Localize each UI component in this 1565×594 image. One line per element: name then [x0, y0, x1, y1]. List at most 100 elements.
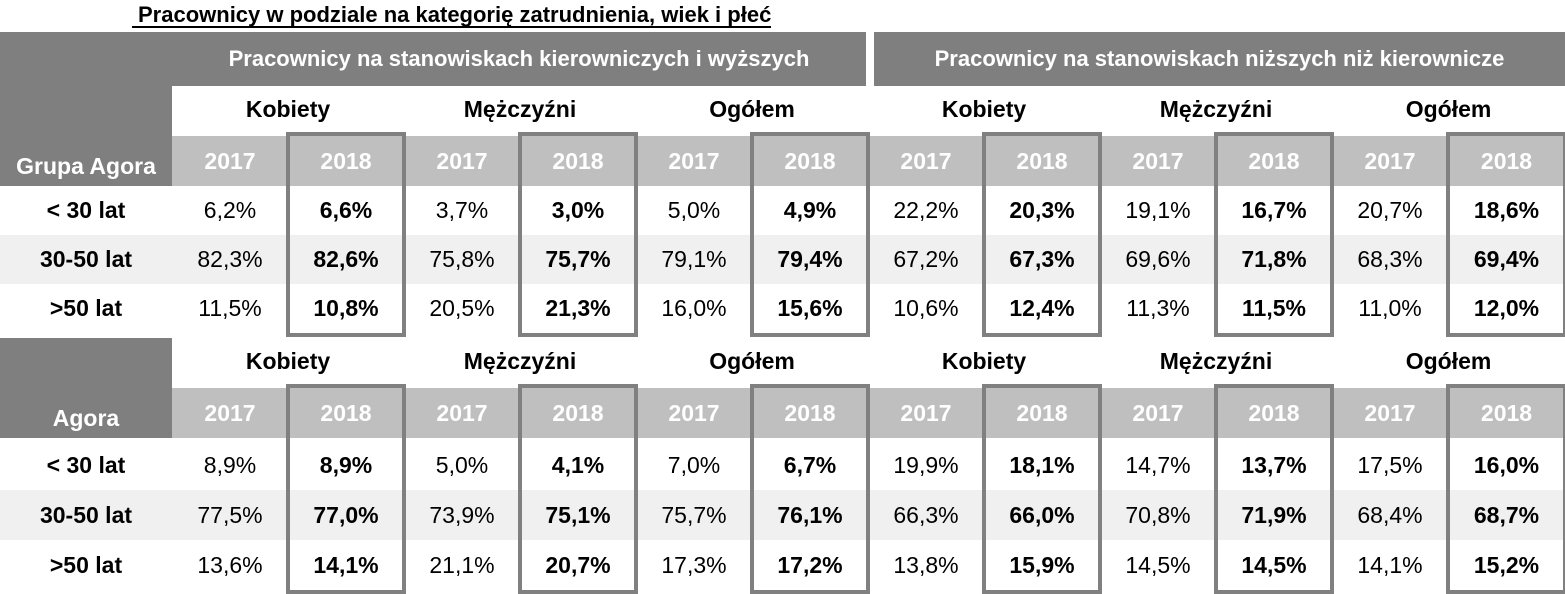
table-cell: 20,7% [1357, 197, 1423, 223]
gender-header: Ogółem [1405, 95, 1492, 122]
table-cell: 11,5% [198, 295, 262, 321]
table-cell: 71,9% [1216, 490, 1332, 540]
table-cell: 17,3% [661, 551, 727, 578]
table-cell: 6,7% [783, 451, 837, 478]
table-cell: 67,2% [868, 235, 984, 284]
table-cell: 16,7% [1241, 197, 1307, 223]
age-group-label: < 30 lat [46, 197, 126, 223]
gender-header: Kobiety [941, 95, 1027, 122]
year-header: 2018 [288, 136, 404, 186]
gender-header: Ogółem [709, 95, 795, 122]
table-cell: 21,3% [545, 295, 611, 321]
table-cell: 5,0% [435, 451, 489, 478]
age-group-label: 30-50 lat [0, 235, 172, 284]
table-cell: 7,0% [667, 451, 721, 478]
table-cell: 22,2% [893, 197, 959, 223]
table-cell: 14,1% [313, 551, 379, 578]
table-cell: 11,3% [1126, 295, 1190, 321]
table-cell: 6,2% [203, 197, 257, 223]
table-cell: 20,5% [429, 295, 495, 321]
table-cell: 20,7% [545, 551, 611, 578]
gender-header: Mężczyźni [1159, 347, 1273, 374]
table-cell: 18,6% [1473, 197, 1540, 223]
year-header: 2018 [984, 388, 1100, 438]
table-cell: 82,6% [288, 235, 404, 284]
table-cell: 16,0% [1473, 451, 1540, 478]
year-header: 2017 [1100, 136, 1216, 186]
table-cell: 10,8% [313, 295, 379, 321]
page-title-text: Pracownicy w podziale na kategorię zatru… [138, 2, 772, 27]
year-header: 2018 [520, 388, 636, 438]
table-cell: 17,2% [777, 551, 843, 578]
table-cell: 20,3% [1009, 197, 1075, 223]
table-cell: 11,5% [1242, 295, 1306, 321]
table-cell: 66,0% [984, 490, 1100, 540]
table-cell: 76,1% [752, 490, 868, 540]
year-header: 2017 [868, 388, 984, 438]
table-cell: 6,6% [319, 197, 373, 223]
table-cell: 70,8% [1100, 490, 1216, 540]
table-cell: 14,1% [1357, 551, 1423, 578]
table-cell: 68,4% [1332, 490, 1448, 540]
section-label: Agora [52, 405, 120, 431]
section-label-block: Grupa Agora [0, 32, 172, 186]
gender-header: Kobiety [941, 347, 1027, 374]
section-label: Grupa Agora [16, 153, 156, 179]
table-cell: 71,8% [1216, 235, 1332, 284]
table-cell: 14,5% [1125, 551, 1191, 578]
table-cell: 67,3% [984, 235, 1100, 284]
table-cell: 15,9% [1009, 551, 1075, 578]
year-header: 2017 [172, 136, 288, 186]
table-cell: 66,3% [868, 490, 984, 540]
table-cell: 17,5% [1357, 451, 1423, 478]
table-cell: 4,9% [783, 197, 837, 223]
gender-header: Mężczyźni [463, 347, 577, 374]
year-header: 2017 [868, 136, 984, 186]
group-header-managerial: Pracownicy na stanowiskach kierowniczych… [172, 32, 866, 86]
table-cell: 77,5% [172, 490, 288, 540]
page-title: Pracownicy w podziale na kategorię zatru… [132, 0, 772, 30]
table-cell: 75,1% [520, 490, 636, 540]
table-cell: 21,1% [429, 551, 495, 578]
year-header: 2018 [1216, 388, 1332, 438]
year-header: 2018 [984, 136, 1100, 186]
age-group-label: < 30 lat [46, 451, 126, 478]
age-group-label: >50 lat [49, 551, 123, 578]
table-cell: 18,1% [1009, 451, 1075, 478]
table-cell: 13,8% [893, 551, 959, 578]
table-cell: 12,0% [1473, 295, 1540, 321]
table-cell: 16,0% [661, 295, 727, 321]
gender-header: Mężczyźni [463, 95, 577, 122]
table-cell: 11,0% [1358, 295, 1422, 321]
table-cell: 3,7% [435, 197, 489, 223]
gender-header: Mężczyźni [1159, 95, 1273, 122]
table-cell: 68,3% [1332, 235, 1448, 284]
year-header: 2018 [288, 388, 404, 438]
year-header: 2017 [1100, 388, 1216, 438]
table-cell: 79,1% [636, 235, 752, 284]
year-header: 2017 [1332, 388, 1448, 438]
table-cell: 75,8% [404, 235, 520, 284]
section-label-block: Agora [0, 338, 172, 438]
table-cell: 8,9% [319, 451, 373, 478]
gender-header: Kobiety [245, 347, 331, 374]
year-header: 2017 [172, 388, 288, 438]
year-header: 2018 [752, 136, 868, 186]
year-header: 2017 [636, 388, 752, 438]
table-cell: 14,7% [1125, 451, 1191, 478]
year-header: 2017 [636, 136, 752, 186]
age-group-label: 30-50 lat [0, 490, 172, 540]
year-header: 2017 [404, 136, 520, 186]
table-cell: 5,0% [667, 197, 721, 223]
table-cell: 12,4% [1009, 295, 1075, 321]
table-cell: 69,6% [1100, 235, 1216, 284]
year-header: 2017 [1332, 136, 1448, 186]
group-header-non-managerial: Pracownicy na stanowiskach niższych niż … [874, 32, 1565, 86]
age-group-label: >50 lat [49, 295, 123, 321]
year-header: 2018 [752, 388, 868, 438]
table-cell: 14,5% [1241, 551, 1307, 578]
table-cell: 13,7% [1241, 451, 1307, 478]
table-cell: 79,4% [752, 235, 868, 284]
year-header: 2018 [520, 136, 636, 186]
